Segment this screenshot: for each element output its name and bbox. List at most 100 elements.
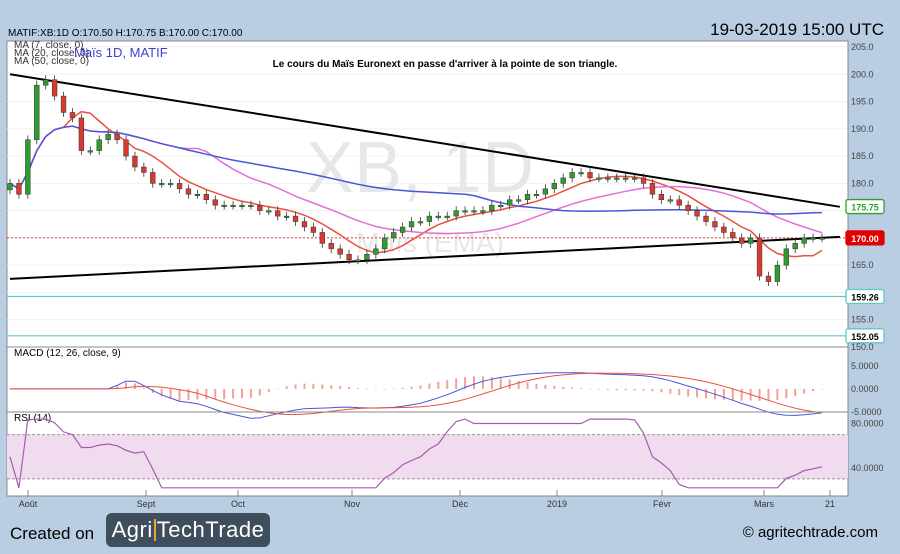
candle	[266, 210, 272, 213]
rsi-label: RSI (14)	[14, 413, 51, 424]
candle	[721, 226, 727, 233]
candle	[257, 204, 263, 211]
x-tick-label: Août	[19, 499, 38, 509]
candle	[774, 264, 781, 282]
macd-histogram-bar	[499, 378, 502, 389]
price-levels	[7, 237, 848, 337]
candle	[194, 194, 201, 197]
macd-histogram-bar	[597, 388, 600, 390]
price-badges: 175.75 170.00 159.26 152.05	[845, 198, 885, 344]
candle	[649, 183, 656, 195]
macd-histogram-bar	[731, 388, 734, 401]
candle	[310, 226, 317, 233]
candle	[51, 79, 58, 97]
candle	[346, 254, 352, 260]
macd-histogram-bar	[223, 388, 226, 400]
price-axis: 150.0155.0160.0165.0170.0175.0180.0185.0…	[7, 41, 874, 496]
candle	[783, 248, 789, 266]
price-tick-label: 150.0	[851, 342, 874, 352]
candle	[34, 84, 40, 140]
candle	[810, 237, 816, 240]
candle	[7, 183, 13, 191]
price-tick-label: 180.0	[851, 178, 874, 188]
copyright-link[interactable]: © agritechtrade.com	[742, 524, 878, 541]
candle	[150, 172, 156, 184]
candle	[399, 226, 406, 233]
candle	[685, 204, 691, 211]
candle	[756, 237, 763, 277]
macd-histogram-bar	[562, 386, 565, 389]
candle	[667, 199, 673, 202]
macd-histogram-bar	[606, 388, 609, 390]
candle	[391, 232, 397, 239]
macd-histogram-bar	[303, 383, 306, 389]
macd-histogram-bar	[455, 378, 458, 389]
trendline-upper	[9, 73, 841, 208]
candle	[596, 177, 602, 180]
candles	[7, 75, 825, 286]
candle	[569, 172, 575, 179]
macd-histogram-bar	[428, 383, 431, 389]
candle	[283, 215, 290, 218]
macd-histogram-bar	[803, 388, 806, 394]
candle	[292, 215, 299, 222]
x-tick-label: Mars	[754, 499, 774, 509]
x-tick-label: Févr	[653, 499, 671, 509]
macd-histogram-bar	[401, 387, 404, 389]
rsi-band	[7, 434, 848, 479]
candle	[453, 210, 459, 217]
macd-histogram-bar	[642, 388, 645, 391]
macd-panel: MACD (12, 26, close, 9) 5.0000 0.0000 -5.0…	[7, 346, 882, 419]
macd-histogram-bar	[767, 388, 770, 401]
macd-histogram-bar	[241, 388, 243, 399]
rsi-line	[9, 418, 823, 489]
candle	[123, 139, 129, 157]
macd-histogram-bar	[437, 381, 440, 389]
candle	[578, 172, 584, 175]
rsi-panel: RSI (14) 80.0000 40.0000	[7, 411, 884, 489]
macd-histogram-bar	[535, 383, 538, 389]
macd-histogram-bar	[464, 377, 467, 389]
macd-histogram-bar	[160, 388, 163, 397]
legend-instrument: Maïs 1D, MATIF	[74, 45, 168, 60]
macd-histogram-bar	[481, 376, 484, 389]
header-quote: MATIF:XB:1D O:170.50 H:170.75 B:170.00 C…	[8, 28, 243, 39]
ma7-line	[9, 110, 823, 258]
candle	[765, 275, 772, 282]
macd-histogram-bar	[508, 379, 511, 389]
candle	[694, 210, 700, 217]
rsi-axis: 80.0000 40.0000	[851, 419, 884, 473]
macd-histogram-bar	[785, 388, 788, 399]
candle	[373, 248, 379, 255]
logo-left: Agri	[111, 517, 153, 542]
candle	[328, 243, 334, 250]
macd-histogram-bar	[589, 388, 591, 390]
candle	[444, 215, 450, 218]
macd-histogram-bar	[544, 384, 547, 389]
logo-right: TechTrade	[156, 517, 265, 542]
candle	[623, 177, 629, 180]
macd-histogram-bar	[633, 388, 636, 391]
annotation: Le cours du Maïs Euronext en passe d'arr…	[273, 59, 618, 70]
macd-histogram-bar	[419, 385, 422, 389]
candle	[507, 199, 513, 206]
macd-histogram-bar	[205, 388, 208, 400]
macd-histogram-bar	[187, 388, 190, 401]
agritechtrade-logo[interactable]: Agri TechTrade	[106, 513, 270, 547]
candle	[275, 210, 281, 217]
x-tick-label: Nov	[344, 499, 361, 509]
macd-histogram-bar	[249, 388, 252, 398]
x-tick-label: Déc	[452, 499, 469, 509]
macd-histogram-bar	[133, 383, 136, 389]
price-tick-label: 200.0	[851, 69, 874, 79]
candle	[159, 183, 165, 186]
candle	[355, 259, 361, 262]
candle	[489, 204, 495, 211]
macd-histogram-bar	[794, 388, 797, 397]
candle	[221, 204, 227, 207]
macd-histogram-bar	[348, 386, 351, 389]
candle	[69, 112, 76, 119]
candle	[426, 215, 433, 222]
macd-histogram-bar	[196, 388, 199, 400]
candle	[408, 221, 415, 228]
